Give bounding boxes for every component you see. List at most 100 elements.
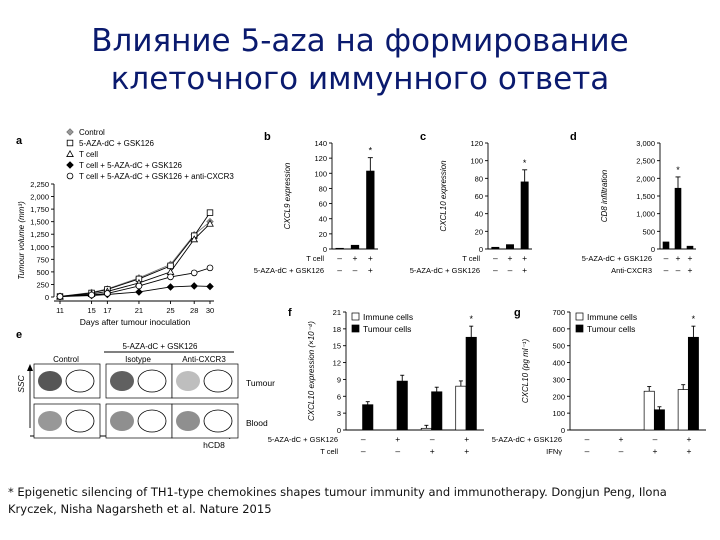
panel-e-cell-cloud: [38, 371, 62, 391]
panel-d-row-label: Anti-CXCR3: [611, 266, 652, 275]
panel-c-y-tick-label: 80: [475, 174, 483, 183]
panel-d-y-label: CD8 infiltration: [600, 169, 609, 222]
panel-a-legend-entry: 5-AZA-dC + GSK126: [79, 139, 154, 148]
panel-b-y-tick-label: 80: [319, 184, 327, 193]
panel-f-bar: [362, 404, 374, 431]
panel-f-bar: [465, 336, 477, 431]
panel-e-cell-cloud: [176, 411, 200, 431]
panel-label-g: g: [514, 307, 521, 319]
panel-b-condition-sign: –: [337, 265, 342, 275]
panel-g-y-tick-label: 400: [552, 359, 565, 368]
panel-b-row-label: 5-AZA-dC + GSK126: [254, 266, 324, 275]
panel-f-condition-sign: –: [430, 434, 435, 444]
panel-g-y-tick-label: 300: [552, 375, 565, 384]
panel-e-cell-cloud: [110, 411, 134, 431]
panel-b-y-label: CXCL9 expression: [283, 162, 292, 229]
panel-g-significance-star: *: [692, 314, 696, 324]
panel-g-condition-sign: –: [653, 434, 658, 444]
panel-g-condition-sign: –: [619, 446, 624, 456]
title-line-1: Влияние 5-aza на формирование: [91, 23, 629, 59]
panel-a-y-tick-label: 1,000: [30, 243, 49, 252]
panel-g-legend-swatch: [575, 324, 584, 333]
panel-a-data-point: [190, 282, 198, 290]
panel-e-row-label: Tumour: [246, 378, 275, 388]
panel-e-cd8-gate: [137, 369, 167, 393]
panel-a-x-tick-label: 25: [166, 306, 174, 315]
panel-f-condition-sign: +: [464, 446, 469, 456]
panel-a-data-point: [166, 283, 175, 291]
panel-g-bar: [687, 336, 699, 431]
panel-f-bar: [431, 391, 443, 431]
panel-b-condition-sign: +: [353, 253, 358, 263]
panel-a-data-point: [206, 219, 214, 227]
panel-b-condition-sign: +: [368, 253, 373, 263]
panel-g-legend-entry: Tumour cells: [587, 324, 635, 334]
panel-a-data-point: [135, 288, 143, 296]
panel-b-y-tick-label: 120: [314, 154, 327, 163]
panel-d-condition-sign: +: [688, 265, 693, 275]
panel-g-y-tick-label: 0: [561, 426, 565, 435]
panel-e-cd8-gate: [65, 409, 95, 433]
panel-g-row-label: IFNγ: [546, 447, 562, 456]
panel-d-condition-sign: +: [688, 253, 693, 263]
panel-e-x-label: hCD8: [203, 440, 225, 450]
panel-d-y-tick-label: 0: [651, 245, 655, 254]
panel-a-legend-entry: T cell + 5-AZA-dC + GSK126: [79, 161, 183, 170]
panel-g-legend-swatch: [575, 312, 584, 321]
panel-g-bar: [677, 389, 689, 431]
panel-g-y-tick-label: 600: [552, 325, 565, 334]
panel-f-condition-sign: –: [361, 434, 366, 444]
panel-f-y-tick-label: 3: [337, 409, 341, 418]
panel-c-y-tick-label: 40: [475, 210, 483, 219]
panel-f-legend-swatch: [351, 324, 360, 333]
panel-c-row-label: T cell: [462, 254, 480, 263]
panel-c-y-tick-label: 0: [479, 245, 483, 254]
panel-g-condition-sign: –: [585, 446, 590, 456]
panel-a-y-tick-label: 0: [45, 293, 49, 302]
panel-d-condition-sign: –: [664, 253, 669, 263]
panel-e-column-label: Control: [53, 355, 79, 364]
panel-f-y-tick-label: 0: [337, 426, 341, 435]
panel-c-y-tick-label: 20: [475, 227, 483, 236]
panel-b-y-tick-label: 60: [319, 200, 327, 209]
panel-a-data-point: [135, 282, 143, 290]
panel-c-condition-sign: +: [508, 253, 513, 263]
panel-b-y-tick-label: 40: [319, 215, 327, 224]
panel-label-a: a: [16, 135, 23, 147]
panel-a-legend-marker: [66, 161, 74, 169]
panel-d-y-tick-label: 1,000: [636, 210, 655, 219]
panel-e-row-label: Blood: [246, 418, 268, 428]
panel-a-y-tick-label: 1,750: [30, 205, 49, 214]
panel-c-condition-sign: +: [522, 265, 527, 275]
panel-e-cell-cloud: [38, 411, 62, 431]
panel-a-legend-marker: [66, 139, 74, 147]
panel-b-y-tick-label: 140: [314, 139, 327, 148]
panel-a-legend-marker: [66, 128, 74, 136]
panel-g-condition-sign: –: [585, 434, 590, 444]
title-line-2: клеточного иммунного ответа: [110, 61, 610, 97]
panel-f-y-label: CXCL10 expression (×10⁻⁴): [307, 321, 316, 421]
panel-f-legend-entry: Immune cells: [363, 312, 413, 322]
panel-a-data-point: [206, 264, 214, 272]
panel-d-condition-sign: +: [676, 253, 681, 263]
panel-e-plot-box: [171, 363, 239, 399]
panel-f-bar: [420, 427, 432, 431]
panel-d-significance-star: *: [676, 165, 680, 175]
panel-e-column-label: Anti-CXCR3: [182, 355, 226, 364]
panel-g-row-label: 5-AZA-dC + GSK126: [492, 435, 562, 444]
panel-g-y-tick-label: 100: [552, 409, 565, 418]
panel-e-cd8-gate: [65, 369, 95, 393]
panel-a-y-tick-label: 1,500: [30, 218, 49, 227]
panel-g-y-tick-label: 200: [552, 392, 565, 401]
panel-d-row-label: 5-AZA-dC + GSK126: [582, 254, 652, 263]
panel-f-condition-sign: +: [464, 434, 469, 444]
footnote: * Epigenetic silencing of TH1-type chemo…: [8, 485, 667, 516]
panel-a-data-point: [190, 269, 198, 277]
panel-a-x-tick-label: 15: [87, 306, 95, 315]
panel-c-condition-sign: –: [493, 253, 498, 263]
panel-f-bar: [396, 380, 408, 431]
panel-f-y-tick-label: 9: [337, 375, 341, 384]
panel-g-y-label: CXCL10 (pg ml⁻¹): [521, 339, 530, 404]
panel-g-legend-entry: Immune cells: [587, 312, 637, 322]
panel-c-condition-sign: +: [522, 253, 527, 263]
